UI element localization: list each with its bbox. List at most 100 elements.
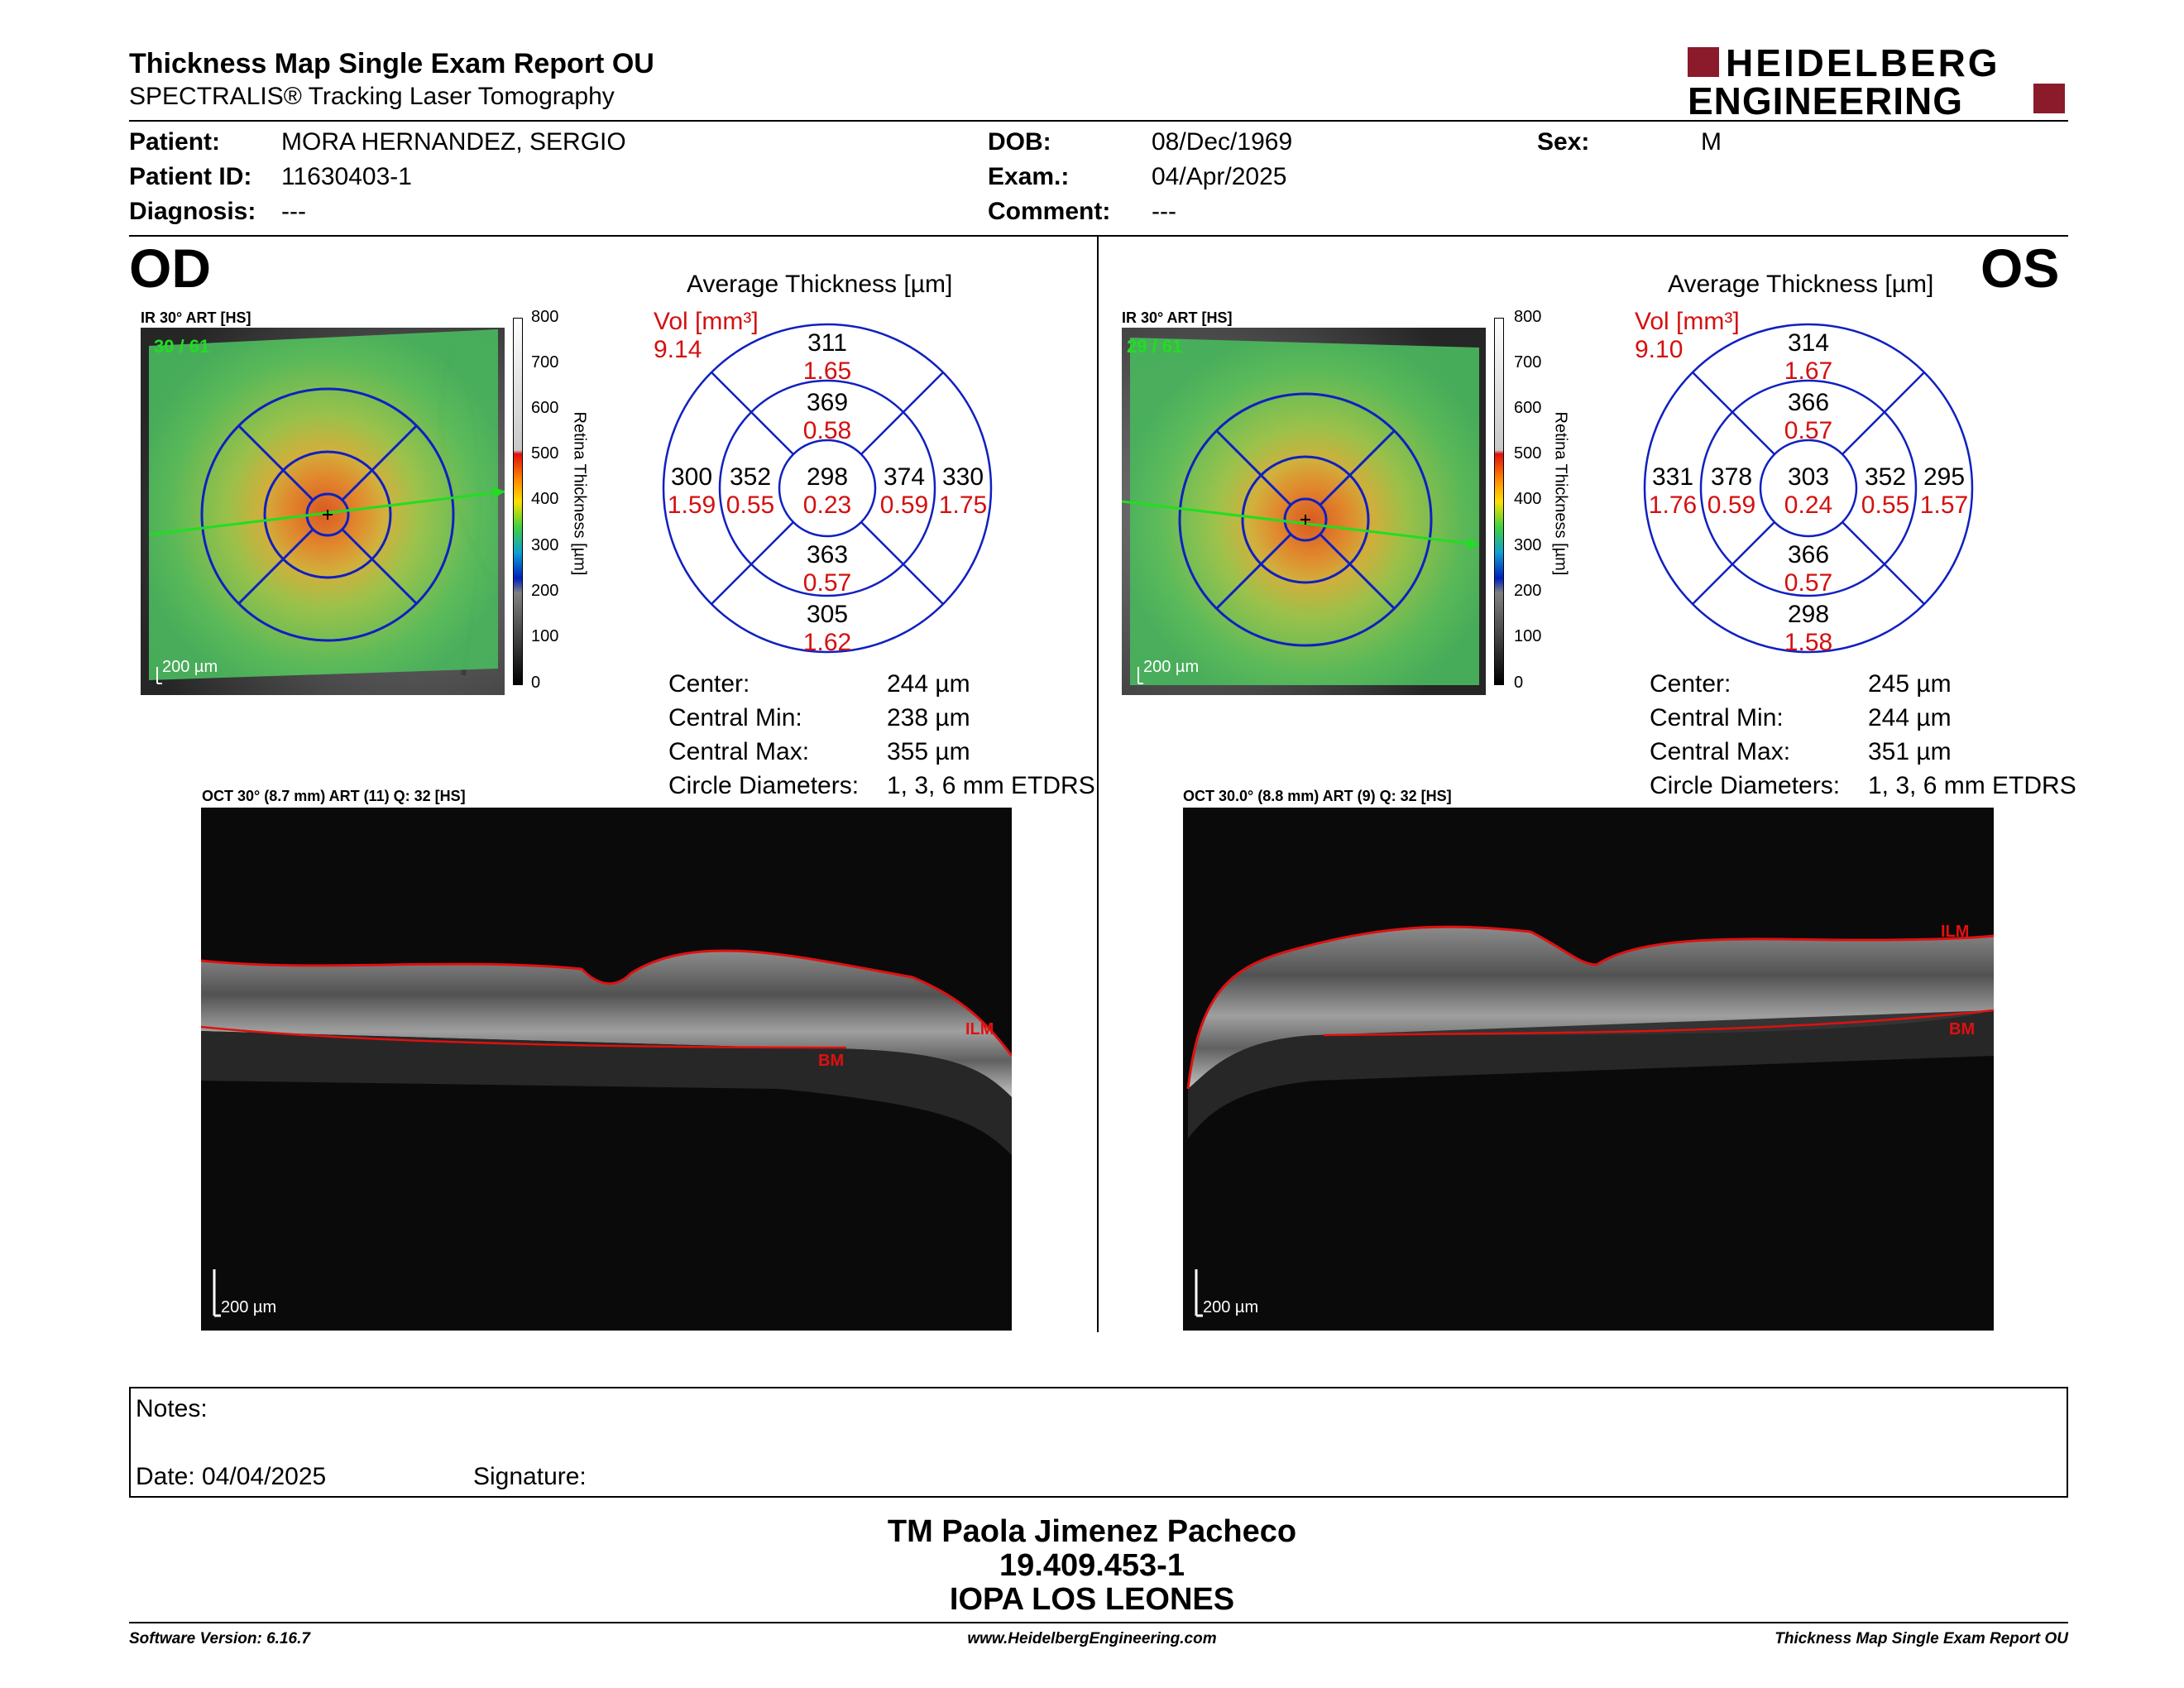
- comment-label: Comment:: [988, 198, 1111, 225]
- dob-label: DOB:: [988, 128, 1051, 156]
- os-inner-right-thickness: 352: [1865, 463, 1906, 491]
- od-center-volume: 0.23: [803, 492, 851, 519]
- os-scale-bar: 200 µm: [1143, 658, 1199, 676]
- od-oct-label: OCT 30° (8.7 mm) ART (11) Q: 32 [HS]: [202, 788, 466, 804]
- os-max-label: Central Max:: [1650, 738, 1791, 765]
- website-link[interactable]: www.HeidelbergEngineering.com: [967, 1630, 1217, 1647]
- os-center-volume: 0.24: [1784, 492, 1832, 519]
- notes-box: Notes: Date: 04/04/2025 Signature:: [129, 1387, 2068, 1498]
- os-oct-scale: 200 µm: [1203, 1298, 1258, 1316]
- os-etdrs-chart: 303 0.24 366 0.57 366 0.57 378 0.59 352 …: [1643, 323, 1974, 656]
- od-outer-left-volume: 1.59: [668, 492, 716, 519]
- od-outer-sup-thickness: 311: [807, 329, 847, 357]
- diagnosis-value: ---: [281, 198, 306, 225]
- os-inner-left-volume: 0.59: [1707, 492, 1755, 519]
- dob-value: 08/Dec/1969: [1152, 128, 1293, 156]
- od-colorbar-ticks: 800 700 600 500 400 300 200 100 0: [531, 308, 559, 692]
- od-ir-label: IR 30° ART [HS]: [141, 309, 251, 326]
- heidelberg-logo: HEIDELBERG ENGINEERING: [1688, 41, 2068, 122]
- os-ilm-label: ILM: [1941, 923, 1969, 941]
- patient-id: 11630403-1: [281, 163, 412, 190]
- od-inner-inf-thickness: 363: [807, 541, 848, 568]
- exam-value: 04/Apr/2025: [1152, 163, 1287, 190]
- od-inner-right-thickness: 374: [884, 463, 925, 491]
- patient-label: Patient:: [129, 128, 221, 156]
- signatory-rut: 19.409.453-1: [999, 1548, 1185, 1583]
- os-circle-value: 1, 3, 6 mm ETDRS: [1868, 772, 2076, 799]
- od-etdrs-grid-overlay: [200, 387, 455, 642]
- os-outer-left-thickness: 331: [1652, 463, 1693, 491]
- od-outer-right-volume: 1.75: [939, 492, 987, 519]
- os-min-value: 244 µm: [1868, 704, 1952, 731]
- os-eye-label: OS: [1980, 237, 2060, 299]
- os-bm-label: BM: [1949, 1020, 1975, 1038]
- os-circle-label: Circle Diameters:: [1650, 772, 1841, 799]
- patient-id-label: Patient ID:: [129, 163, 252, 190]
- od-inner-left-volume: 0.55: [726, 492, 774, 519]
- od-colorbar-title: Retina Thickness [µm]: [570, 411, 589, 576]
- od-bm-label: BM: [818, 1052, 844, 1070]
- od-center-label: Center:: [668, 670, 750, 698]
- signature-label: Signature:: [473, 1463, 587, 1490]
- signatory-block: TM Paola Jimenez Pacheco 19.409.453-1 IO…: [0, 1514, 2184, 1618]
- od-vol-label: Vol [mm³]: [654, 308, 759, 335]
- footer-report-name: Thickness Map Single Exam Report OU: [1774, 1630, 2068, 1647]
- od-fundus-thickness-map: 30 / 61 200 µm: [141, 328, 505, 695]
- os-ir-label: IR 30° ART [HS]: [1122, 309, 1233, 326]
- os-colorbar-title: Retina Thickness [µm]: [1551, 411, 1570, 576]
- od-scale-bar: 200 µm: [162, 658, 218, 676]
- od-max-value: 355 µm: [887, 738, 970, 765]
- od-inner-right-volume: 0.59: [880, 492, 928, 519]
- od-center-value: 244 µm: [887, 670, 970, 698]
- os-inner-sup-thickness: 366: [1788, 389, 1829, 416]
- software-version: Software Version: 6.16.7: [129, 1630, 310, 1647]
- report-subtitle: SPECTRALIS® Tracking Laser Tomography: [129, 83, 615, 110]
- os-outer-inf-thickness: 298: [1788, 601, 1829, 628]
- os-inner-right-volume: 0.55: [1861, 492, 1909, 519]
- od-inner-inf-volume: 0.57: [803, 569, 851, 597]
- os-etdrs-grid-overlay: [1178, 392, 1433, 647]
- os-max-value: 351 µm: [1868, 738, 1952, 765]
- od-inner-left-thickness: 352: [730, 463, 771, 491]
- os-outer-right-thickness: 295: [1923, 463, 1965, 491]
- od-outer-inf-volume: 1.62: [803, 629, 851, 656]
- os-inner-sup-volume: 0.57: [1784, 417, 1832, 444]
- signatory-institution: IOPA LOS LEONES: [949, 1582, 1235, 1617]
- os-fundus-thickness-map: 29 / 61 200 µm: [1122, 328, 1486, 695]
- logo-line2: ENGINEERING: [1688, 79, 1964, 122]
- od-eye-label: OD: [129, 237, 211, 299]
- od-circle-value: 1, 3, 6 mm ETDRS: [887, 772, 1095, 799]
- os-center-thickness: 303: [1788, 463, 1829, 491]
- sex-label: Sex:: [1537, 128, 1590, 156]
- notes-label: Notes:: [136, 1395, 208, 1422]
- os-inner-inf-volume: 0.57: [1784, 569, 1832, 597]
- os-oct-bscan: ILM BM 200 µm: [1183, 808, 1994, 1331]
- sex-value: M: [1701, 128, 1722, 156]
- od-oct-scale: 200 µm: [221, 1298, 276, 1316]
- os-min-label: Central Min:: [1650, 704, 1784, 731]
- os-colorbar-ticks: 800 700 600 500 400 300 200 100 0: [1514, 308, 1542, 692]
- os-vol-total: 9.10: [1635, 336, 1684, 363]
- od-oct-bscan: ILM BM 200 µm: [201, 808, 1012, 1331]
- comment-value: ---: [1152, 198, 1176, 225]
- os-inner-left-thickness: 378: [1711, 463, 1752, 491]
- os-oct-label: OCT 30.0° (8.8 mm) ART (9) Q: 32 [HS]: [1183, 788, 1452, 804]
- od-etdrs-chart: 298 0.23 369 0.58 363 0.57 352 0.55 374 …: [662, 323, 993, 656]
- od-max-label: Central Max:: [668, 738, 810, 765]
- od-circle-label: Circle Diameters:: [668, 772, 860, 799]
- report-title: Thickness Map Single Exam Report OU: [129, 48, 654, 79]
- patient-name: MORA HERNANDEZ, SERGIO: [281, 128, 626, 156]
- od-outer-right-thickness: 330: [942, 463, 984, 491]
- exam-label: Exam.:: [988, 163, 1070, 190]
- od-chart-title: Average Thickness [µm]: [687, 271, 953, 298]
- od-min-value: 238 µm: [887, 704, 970, 731]
- os-outer-right-volume: 1.57: [1920, 492, 1968, 519]
- signatory-name: TM Paola Jimenez Pacheco: [887, 1514, 1297, 1549]
- od-outer-left-thickness: 300: [671, 463, 712, 491]
- od-ilm-label: ILM: [965, 1020, 994, 1038]
- os-center-value: 245 µm: [1868, 670, 1952, 698]
- logo-line1: HEIDELBERG: [1726, 41, 2000, 84]
- os-center-label: Center:: [1650, 670, 1731, 698]
- os-ir-counter: 29 / 61: [1127, 336, 1182, 357]
- od-inner-sup-thickness: 369: [807, 389, 848, 416]
